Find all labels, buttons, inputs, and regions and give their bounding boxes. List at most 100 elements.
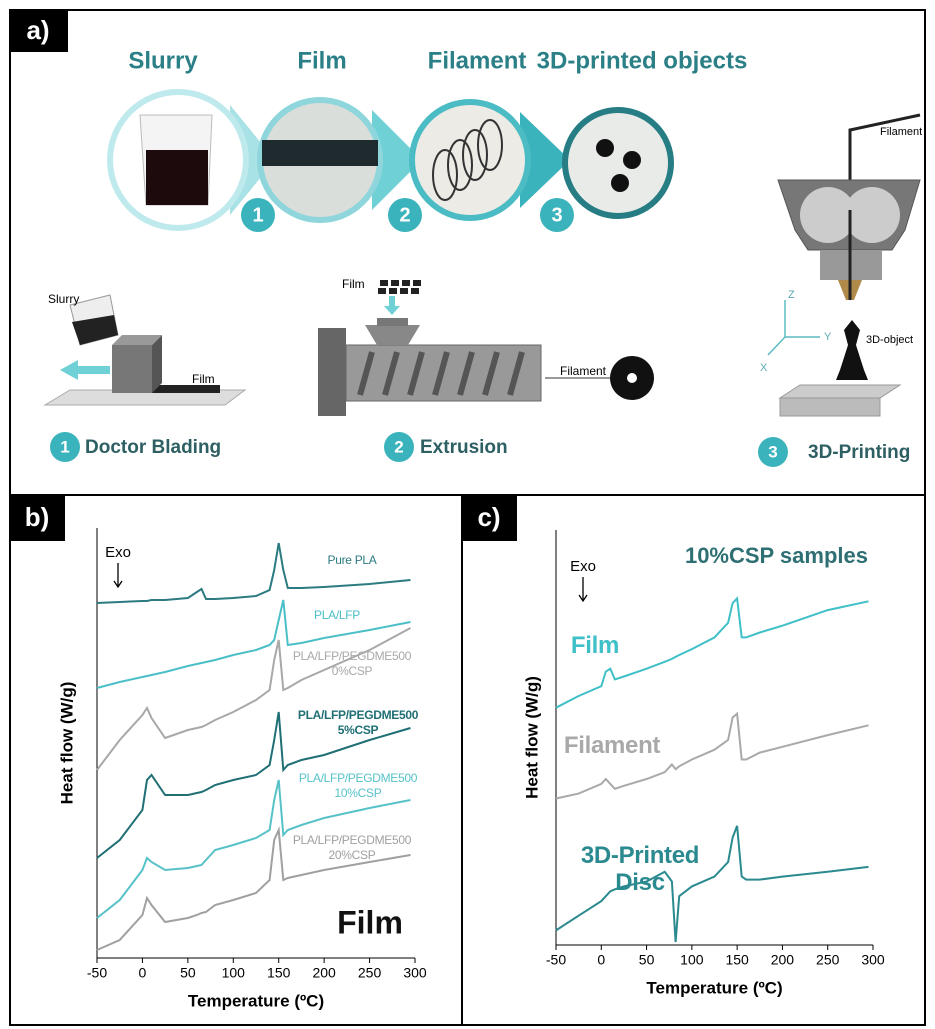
x-tick-label: -50: [546, 952, 566, 968]
blade: [112, 345, 152, 393]
gear: [844, 187, 900, 243]
curve: [555, 711, 869, 800]
x-axis-label: Temperature (ºC): [646, 978, 782, 997]
callout: Film: [342, 277, 365, 291]
spool: [627, 373, 637, 383]
x-tick-label: 150: [267, 965, 291, 981]
callout: Slurry: [48, 292, 79, 306]
panel-label: a): [26, 15, 49, 45]
hopper: [365, 325, 420, 345]
film-pieces: [378, 280, 421, 294]
blade: [152, 335, 162, 393]
curve: [96, 779, 411, 919]
x-tick-label: 250: [358, 965, 382, 981]
step-number: 2: [394, 437, 403, 456]
printed-disc: [596, 139, 614, 157]
filament-coil: [432, 119, 503, 201]
printed-disc: [611, 174, 629, 192]
axes-icon: [767, 300, 820, 356]
chess-piece: [836, 320, 868, 380]
annotation: 10%CSP samples: [685, 543, 868, 568]
x-tick-label: 200: [312, 965, 336, 981]
step-number: 3: [768, 442, 777, 461]
y-axis-label: Heat flow (W/g): [522, 676, 541, 799]
panel-frame: [461, 494, 926, 1026]
step-bubble: [758, 437, 788, 467]
gear: [800, 187, 856, 243]
step-bubble: [50, 432, 80, 462]
curve: [96, 826, 411, 951]
panel-frame: [9, 9, 926, 496]
callout: Filament: [560, 364, 607, 378]
legend-label: Filament: [563, 732, 661, 759]
legend-label: PLA/LFP/PEGDME500 5%CSP: [297, 708, 419, 737]
step-label: 3D-Printing: [808, 442, 910, 463]
stage-circle: [409, 99, 531, 221]
curve: [555, 825, 869, 943]
callout: 3D-object: [866, 334, 913, 346]
step-number: 1: [60, 437, 69, 456]
legend-label: PLA/LFP/PEGDME500 0%CSP: [292, 649, 412, 678]
connector: [372, 110, 422, 210]
x-tick-label: 50: [180, 965, 196, 981]
screw: [357, 351, 525, 396]
curve: [96, 711, 411, 859]
x-axis-label: Temperature (ºC): [188, 991, 324, 1010]
exo-label: Exo: [570, 558, 596, 575]
bed: [43, 389, 247, 406]
stage-title: Film: [297, 47, 346, 74]
legend-label: Pure PLA: [327, 553, 377, 567]
step-bubble: [384, 432, 414, 462]
x-tick-label: 150: [725, 952, 749, 968]
x-tick-label: -50: [87, 965, 107, 981]
exo-label: Exo: [105, 544, 131, 561]
axis-letter: Z: [788, 289, 795, 301]
bed: [778, 384, 902, 399]
blade: [112, 335, 162, 345]
curve: [96, 599, 411, 689]
exo-arrow: [578, 577, 588, 603]
step-number: 2: [399, 204, 410, 226]
exo-arrow: [113, 563, 123, 589]
step-bubble: [388, 198, 422, 232]
extruder-end: [318, 328, 346, 416]
curve: [96, 627, 411, 771]
legend-label: Film: [570, 632, 620, 659]
x-tick-label: 50: [639, 952, 655, 968]
stage-title: Slurry: [128, 47, 198, 74]
arrow: [60, 360, 110, 380]
x-tick-label: 250: [816, 952, 840, 968]
axis-letter: Y: [824, 331, 832, 343]
annotation: Film: [337, 904, 403, 940]
axis-letter: X: [760, 362, 768, 374]
stage-circle: [562, 107, 674, 219]
x-tick-label: 0: [139, 965, 147, 981]
x-tick-label: 300: [403, 965, 427, 981]
step-label: Extrusion: [420, 437, 508, 458]
panel-label: c): [477, 502, 500, 532]
printed-disc: [623, 151, 641, 169]
film: [150, 385, 220, 393]
step-bubble: [241, 198, 275, 232]
arrow: [384, 296, 400, 315]
callout: Film: [192, 372, 215, 386]
curve: [555, 596, 869, 709]
panel-label: b): [25, 502, 50, 532]
panel-label-box: [10, 10, 68, 52]
callout: Filament: [880, 126, 922, 138]
panel-label-box: [462, 495, 517, 541]
step-number: 1: [252, 204, 263, 226]
slurry: [146, 150, 208, 205]
panel-frame: [9, 494, 463, 1026]
stage-title: Filament: [428, 47, 527, 74]
legend-label: PLA/LFP/PEGDME500 20%CSP: [292, 833, 412, 862]
step-number: 3: [551, 204, 562, 226]
hopper: [377, 318, 408, 326]
bed: [779, 397, 881, 417]
x-tick-label: 200: [771, 952, 795, 968]
x-tick-label: 0: [597, 952, 605, 968]
connector: [520, 112, 570, 208]
legend-label: PLA/LFP/PEGDME500 10%CSP: [298, 771, 418, 800]
